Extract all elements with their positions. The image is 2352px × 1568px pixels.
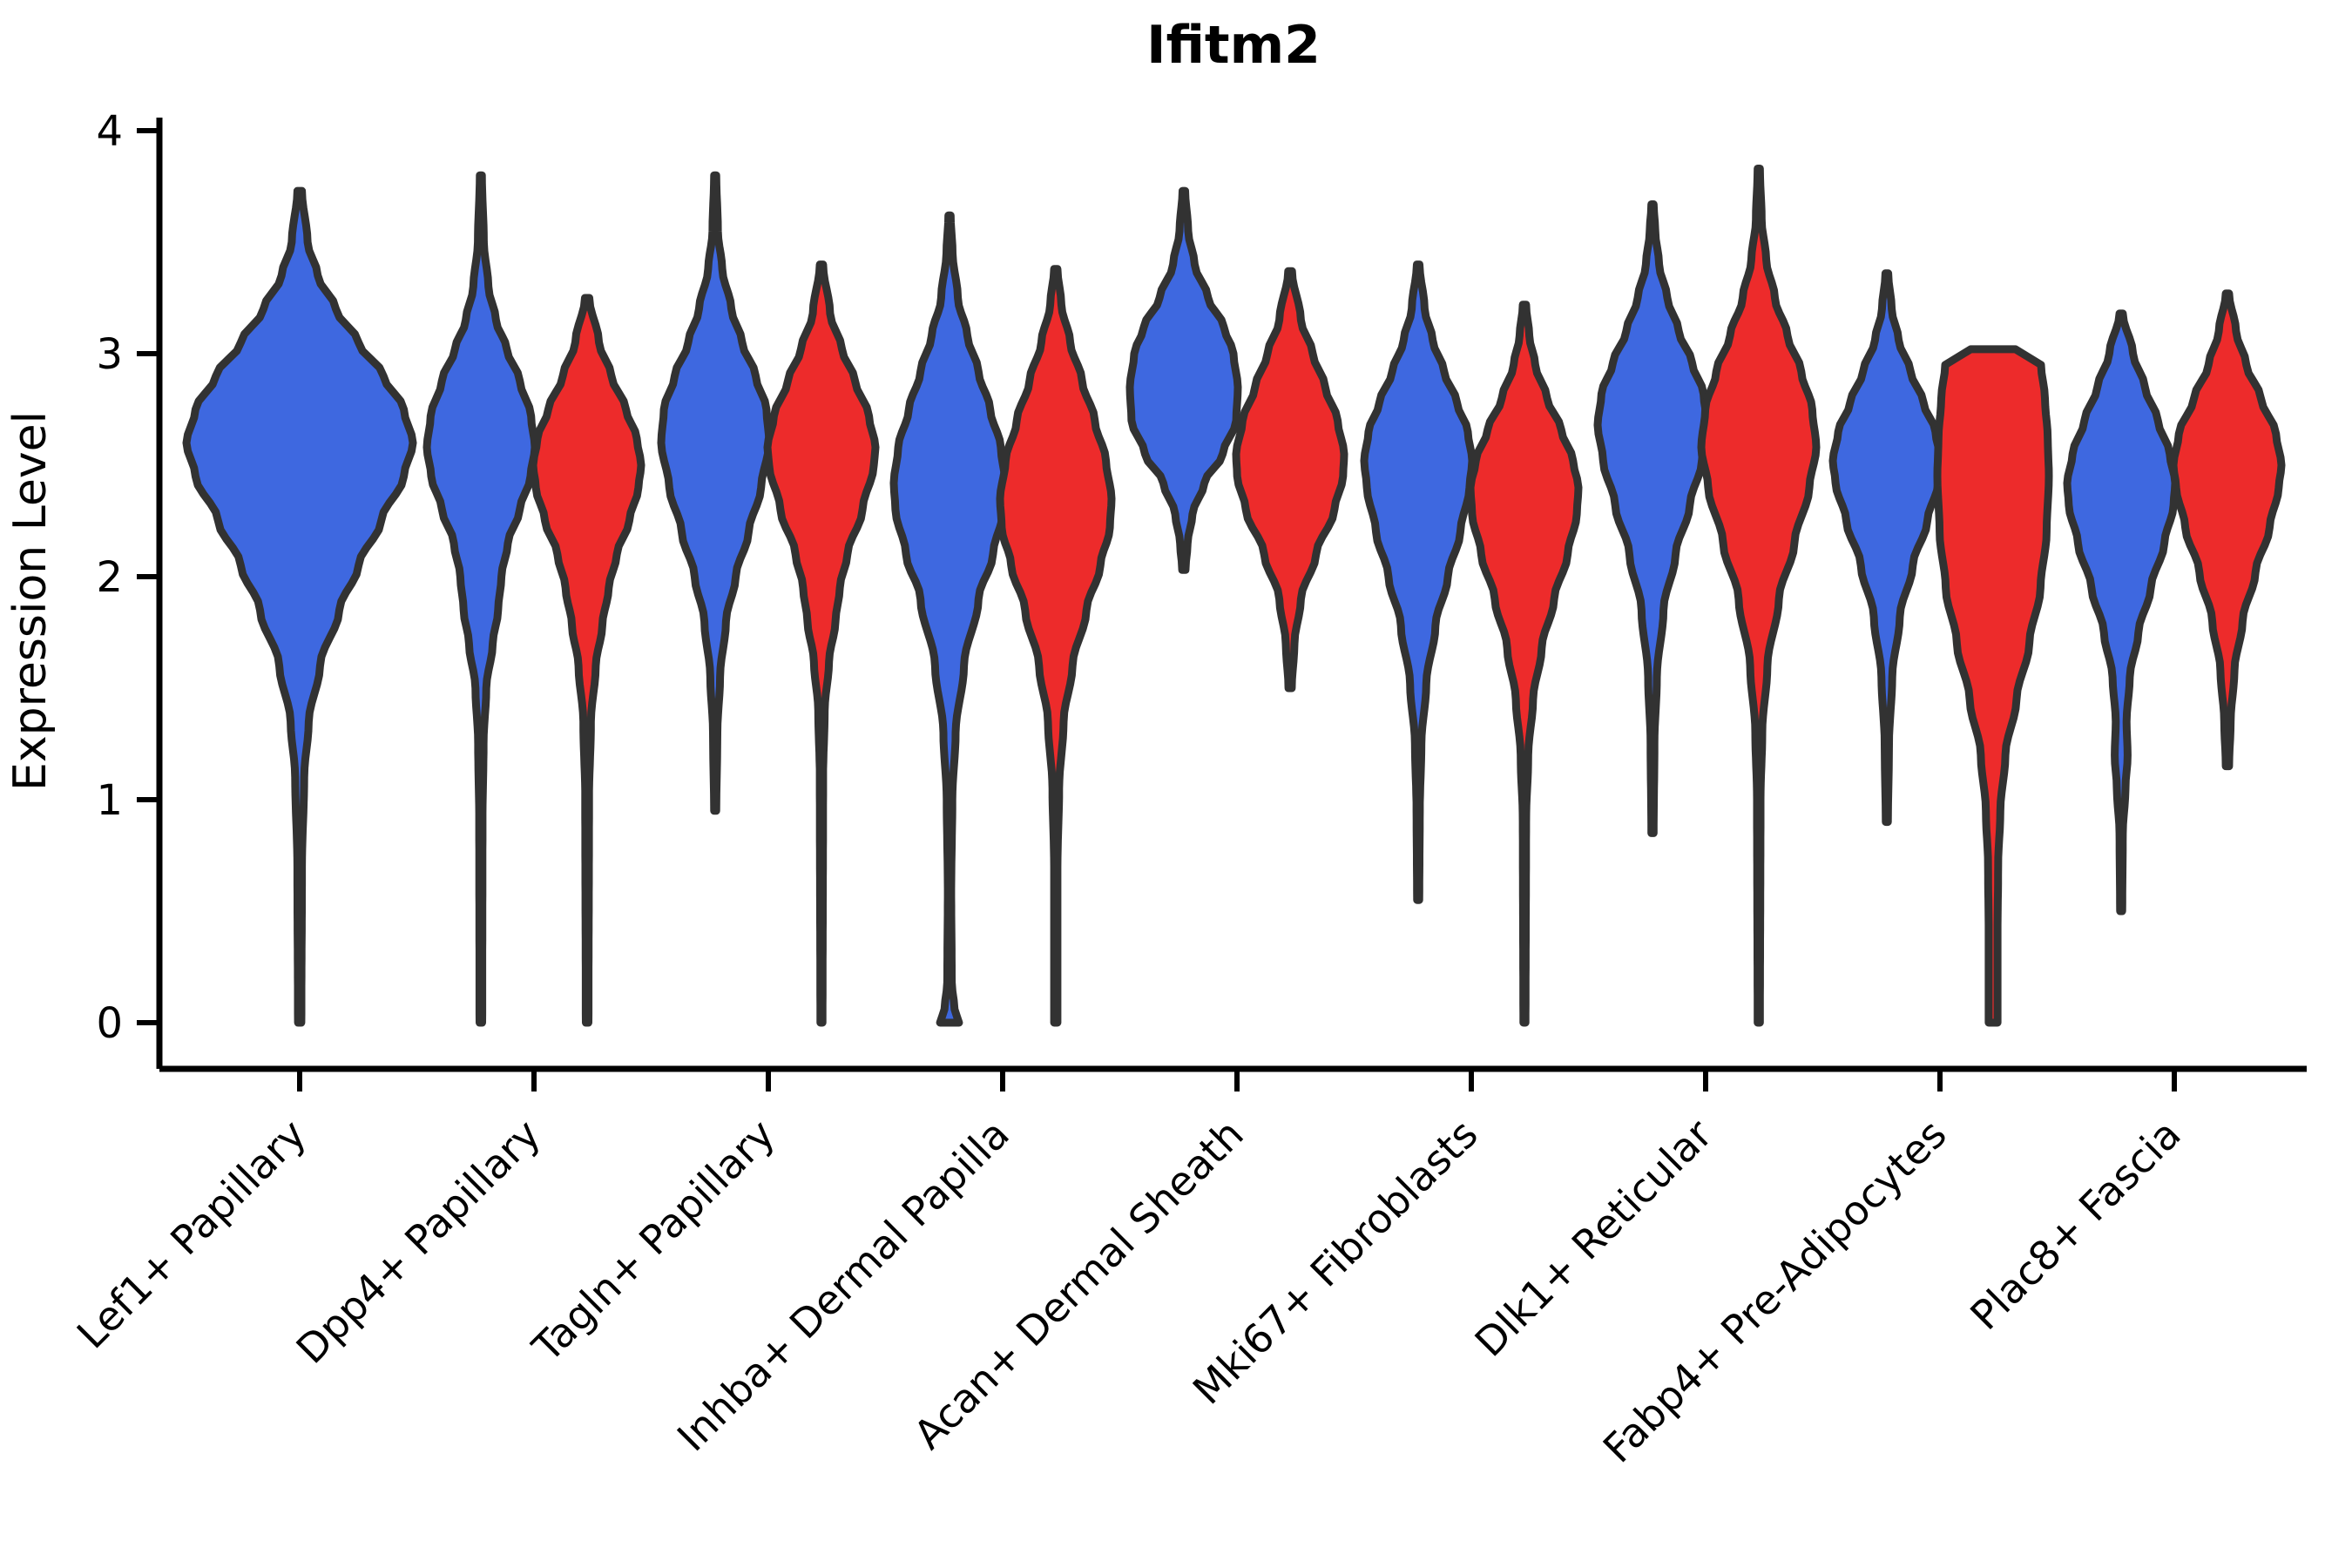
violin-lef1-papillary-condition-1 [182, 186, 417, 1027]
violin-dpp4-papillary-condition-2 [529, 294, 645, 1027]
violin-mki67-fibroblasts-condition-2 [1466, 301, 1583, 1027]
violin-fabp4-pre-adipocytes-condition-2 [1933, 345, 2053, 1027]
x-tick-label-dlk1-reticular: Dlk1+ Reticular [1466, 1111, 1721, 1366]
y-tick-label-2: 2 [96, 553, 123, 602]
x-tick-label-lef1-papillary: Lef1+ Papillary [68, 1111, 315, 1358]
violin-dlk1-reticular-condition-1 [1593, 200, 1712, 837]
violin-acan-dermal-sheath-condition-2 [1232, 267, 1348, 693]
violins-layer [182, 165, 2286, 1027]
violin-tagln-papillary-condition-2 [763, 260, 880, 1027]
violin-dlk1-reticular-condition-2 [1697, 165, 1821, 1027]
x-tick-label-plac8-fascia: Plac8+ Fascia [1961, 1111, 2189, 1339]
violin-fabp4-pre-adipocytes-condition-1 [1828, 269, 1945, 827]
y-tick-label-0: 0 [96, 999, 123, 1048]
violin-acan-dermal-sheath-condition-1 [1125, 186, 1242, 574]
violin-plac8-fascia-condition-1 [2063, 309, 2180, 916]
violin-inhba-dermal-papilla-condition-1 [889, 211, 1010, 1027]
y-axis-ticks: 0 1 2 3 4 [96, 107, 159, 1048]
y-tick-label-1: 1 [96, 776, 123, 825]
chart-title: Ifitm2 [1146, 15, 1321, 76]
y-tick-label-3: 3 [96, 330, 123, 379]
violin-mki67-fibroblasts-condition-1 [1360, 260, 1477, 904]
x-tick-label-dpp4-papillary: Dpp4+ Papillary [287, 1111, 550, 1373]
y-tick-label-4: 4 [96, 107, 123, 156]
x-tick-label-tagln-papillary: Tagln+ Papillary [523, 1111, 784, 1372]
violin-tagln-papillary-condition-1 [657, 171, 774, 815]
y-axis-label: Expression Level [4, 411, 57, 791]
violin-dpp4-papillary-condition-1 [422, 171, 539, 1027]
violin-inhba-dermal-papilla-condition-2 [996, 265, 1116, 1027]
violin-plac8-fascia-condition-2 [2169, 289, 2286, 771]
